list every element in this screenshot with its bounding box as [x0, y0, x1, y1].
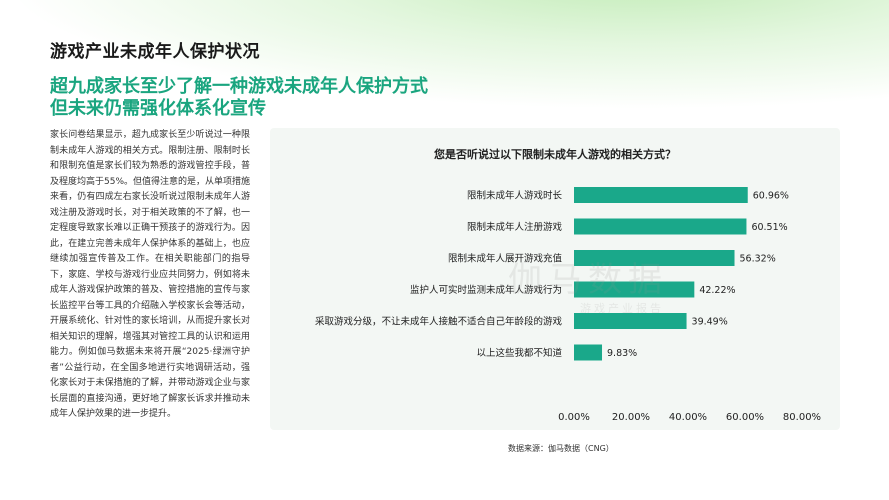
- category-label: 以上这些我都不知道: [476, 347, 562, 359]
- x-tick-label: 60.00%: [726, 412, 764, 423]
- bar-value-label: 60.51%: [751, 222, 787, 233]
- category-label: 限制未成年人注册游戏: [467, 221, 563, 233]
- x-tick-label: 80.00%: [783, 412, 821, 423]
- bar-value-label: 42.22%: [699, 285, 735, 296]
- x-tick-label: 20.00%: [612, 412, 650, 423]
- bar-value-label: 9.83%: [607, 348, 637, 359]
- bar-value-label: 56.32%: [740, 254, 776, 265]
- category-label: 限制未成年人游戏时长: [467, 190, 563, 202]
- bar: [574, 344, 603, 361]
- category-label: 监护人可实时监测未成年人游戏行为: [410, 284, 562, 296]
- category-label: 限制未成年人展开游戏充值: [448, 253, 563, 265]
- bar-value-label: 39.49%: [692, 317, 728, 328]
- bar-chart: 限制未成年人游戏时长 60.96% 限制未成年人注册游戏 60.51% 限制未成年人展开…: [315, 187, 821, 423]
- bar: [574, 313, 687, 329]
- category-label: 采取游戏分级，不让未成年人接触不适合自己年龄段的游戏: [315, 316, 563, 328]
- headline-line-2: 但未来仍需强化体系化宣传: [50, 98, 266, 119]
- data-source: 数据来源：伽马数据（CNG）: [508, 444, 614, 453]
- bar: [574, 218, 747, 235]
- body-paragraph: 家长问卷结果显示，超九成家长至少听说过一种限制未成年人游戏的相关方式。限制注册、…: [50, 130, 251, 419]
- x-tick-label: 0.00%: [558, 412, 590, 423]
- headline: 超九成家长至少了解一种游戏未成年人保护方式 但未来仍需强化体系化宣传: [50, 76, 428, 120]
- bar-value-label: 60.96%: [753, 191, 789, 202]
- x-tick-label: 40.00%: [669, 412, 707, 423]
- bar: [574, 281, 695, 298]
- headline-line-1: 超九成家长至少了解一种游戏未成年人保护方式: [50, 76, 428, 97]
- bar: [574, 250, 735, 266]
- chart-panel: 您是否听说过以下限制未成年人游戏的相关方式？ 限制未成年人游戏时长 60.96% 限…: [270, 128, 840, 430]
- bar: [574, 187, 748, 203]
- chart-title: 您是否听说过以下限制未成年人游戏的相关方式？: [434, 148, 676, 161]
- page-title: 游戏产业未成年人保护状况: [50, 42, 260, 62]
